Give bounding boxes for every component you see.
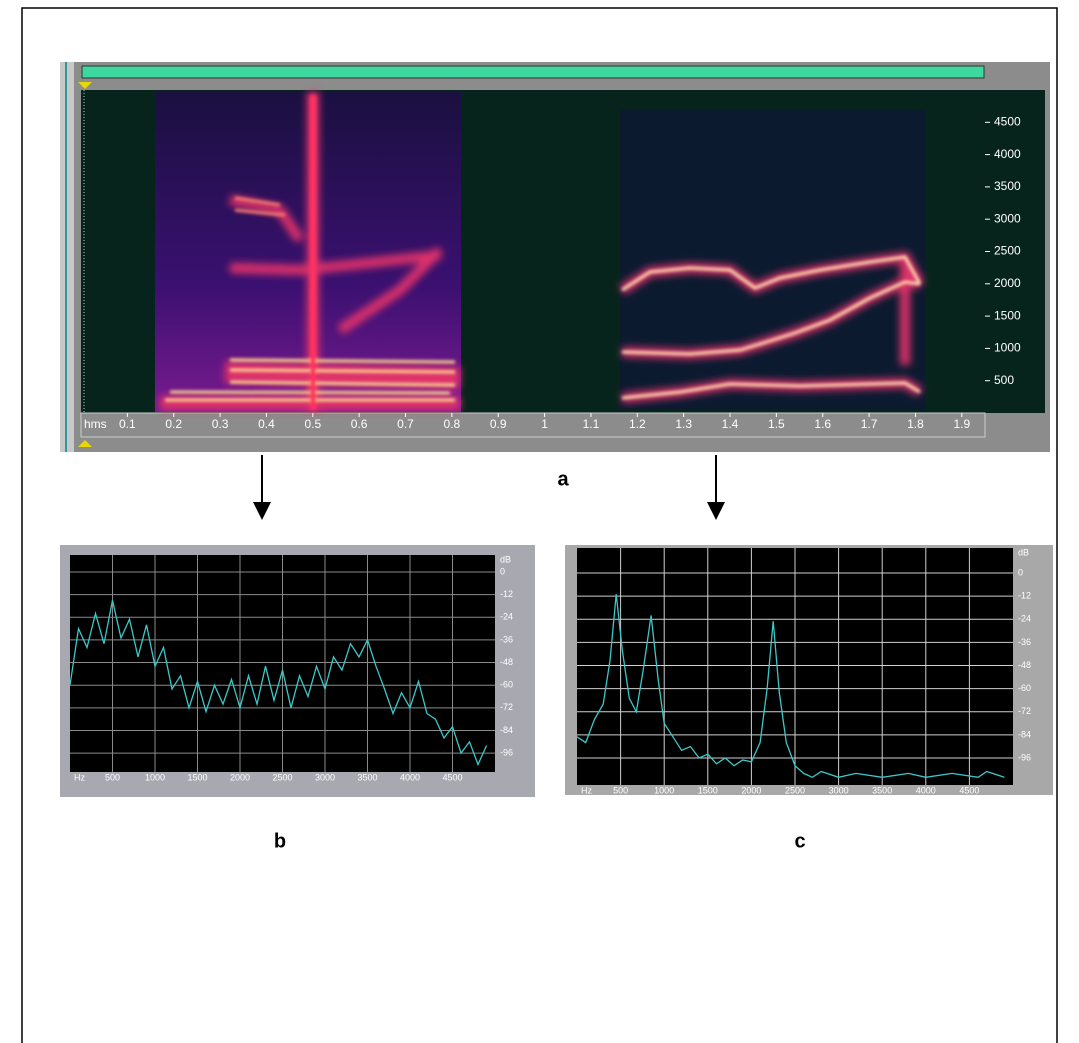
y-tick-label: 1500 xyxy=(994,308,1021,322)
x-tick-label: 0.1 xyxy=(119,417,136,431)
x-tick-label: 4500 xyxy=(959,785,979,795)
outer-frame xyxy=(21,7,1058,1043)
y-tick-label: -12 xyxy=(1018,591,1031,601)
band xyxy=(224,361,461,389)
x-tick-label: 1 xyxy=(541,417,548,431)
formant-core xyxy=(165,95,922,410)
x-tick-label: 0.3 xyxy=(212,417,229,431)
x-axis-label: Hz xyxy=(581,785,592,795)
panel-label: b xyxy=(274,830,286,852)
marker xyxy=(78,440,92,447)
x-tick-label: 1.2 xyxy=(629,417,646,431)
y-tick-label: -96 xyxy=(500,748,513,758)
x-tick-label: 1.3 xyxy=(675,417,692,431)
y-tick-label: 3000 xyxy=(994,211,1021,225)
x-tick-label: 1.5 xyxy=(768,417,785,431)
y-tick-label: 0 xyxy=(500,566,505,576)
x-tick-label: 2500 xyxy=(272,772,292,782)
y-tick-label: -12 xyxy=(500,589,513,599)
band xyxy=(229,250,441,276)
formant-core xyxy=(621,381,921,400)
x-tick-label: 1500 xyxy=(187,772,207,782)
y-tick-label: -72 xyxy=(1018,706,1031,716)
spectrum-line xyxy=(576,594,1005,779)
y-tick-label: 2500 xyxy=(994,244,1021,258)
x-tick-label: 1500 xyxy=(698,785,718,795)
y-tick-label: 4000 xyxy=(994,147,1021,161)
y-tick-label: -24 xyxy=(1018,614,1031,624)
x-tick-label: 500 xyxy=(105,772,120,782)
y-tick-label: 0 xyxy=(1018,567,1023,577)
x-tick-label: 0.5 xyxy=(304,417,321,431)
y-tick-label: -60 xyxy=(1018,683,1031,693)
panel-label: a xyxy=(557,468,569,490)
x-tick-label: 1000 xyxy=(145,772,165,782)
y-tick-label: 4500 xyxy=(994,114,1021,128)
x-tick-label: 1.7 xyxy=(861,417,878,431)
arrow-head xyxy=(707,502,725,520)
x-tick-label: 0.4 xyxy=(258,417,275,431)
y-tick-label: -96 xyxy=(1018,752,1031,762)
x-tick-label: 1.8 xyxy=(907,417,924,431)
y-axis-bg xyxy=(985,90,1045,413)
x-tick-label: 1000 xyxy=(654,785,674,795)
x-tick-label: 2500 xyxy=(785,785,805,795)
y-tick-label: -36 xyxy=(500,634,513,644)
x-tick-label: 3500 xyxy=(872,785,892,795)
band xyxy=(337,246,444,335)
x-tick-label: 0.6 xyxy=(351,417,368,431)
x-tick-label: 1.9 xyxy=(953,417,970,431)
x-tick-label: 0.9 xyxy=(490,417,507,431)
y-tick-label: -24 xyxy=(500,612,513,622)
x-tick-label: 1.6 xyxy=(814,417,831,431)
x-tick-label: 1.4 xyxy=(722,417,739,431)
x-tick-label: 0.2 xyxy=(165,417,182,431)
x-tick-label: 500 xyxy=(613,785,628,795)
y-tick-label: -36 xyxy=(1018,637,1031,647)
band xyxy=(229,195,305,243)
y-axis-label: dB xyxy=(500,554,511,564)
x-tick-label: 1.1 xyxy=(583,417,600,431)
y-tick-label: -84 xyxy=(500,725,513,735)
y-tick-label: 1000 xyxy=(994,341,1021,355)
x-tick-label: 3000 xyxy=(829,785,849,795)
y-axis-label: dB xyxy=(1018,547,1029,557)
x-tick-label: 0.8 xyxy=(444,417,461,431)
x-tick-label: 3500 xyxy=(357,772,377,782)
x-tick-label: 0.7 xyxy=(397,417,414,431)
x-tick-label: 4500 xyxy=(442,772,462,782)
y-tick-label: 2000 xyxy=(994,276,1021,290)
formant-core xyxy=(621,255,922,292)
band-core xyxy=(234,196,286,217)
formant-core xyxy=(621,280,921,356)
x-axis-label: Hz xyxy=(74,772,85,782)
y-tick-label: 500 xyxy=(994,373,1014,387)
x-tick-label: 2000 xyxy=(230,772,250,782)
x-axis-bg xyxy=(80,412,986,438)
y-tick-label: -48 xyxy=(500,657,513,667)
scroll-bar xyxy=(81,65,985,79)
x-tick-label: 3000 xyxy=(315,772,335,782)
marker xyxy=(78,82,92,89)
x-tick-label: 4000 xyxy=(916,785,936,795)
y-tick-label: -72 xyxy=(500,702,513,712)
x-tick-label: 4000 xyxy=(400,772,420,782)
y-tick-label: 3500 xyxy=(994,179,1021,193)
spectrum-line xyxy=(69,600,488,767)
arrow-head xyxy=(253,502,271,520)
spectrogram-image xyxy=(155,92,925,412)
x-axis-label: hms xyxy=(84,417,107,431)
y-tick-label: -84 xyxy=(1018,729,1031,739)
y-tick-label: -60 xyxy=(500,680,513,690)
panel-label: c xyxy=(794,830,805,852)
y-tick-label: -48 xyxy=(1018,660,1031,670)
x-tick-label: 2000 xyxy=(741,785,761,795)
